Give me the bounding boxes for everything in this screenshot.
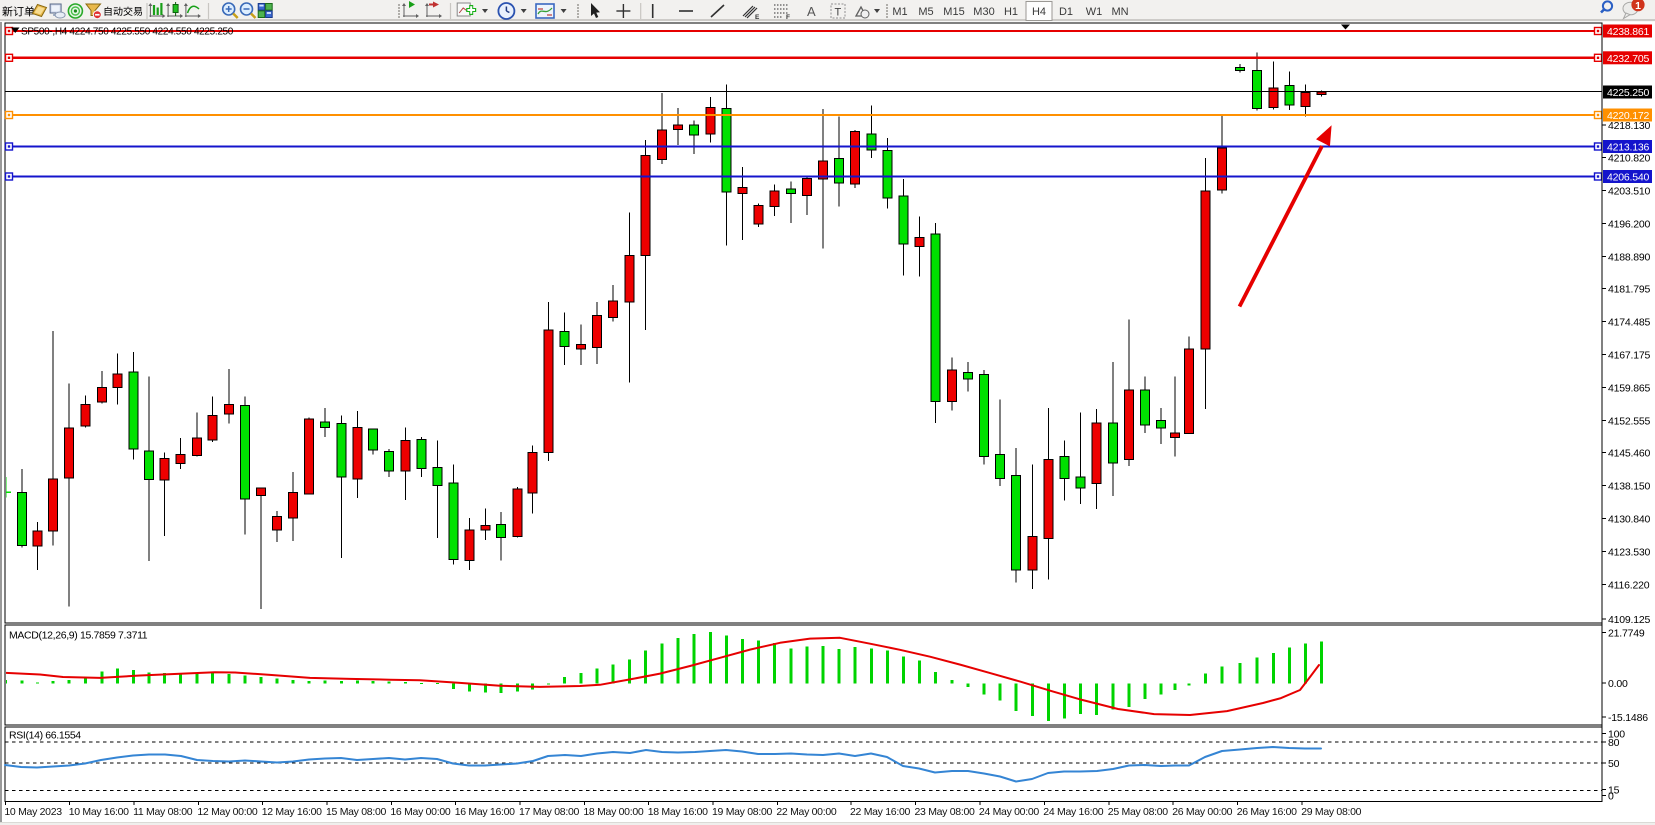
svg-text:26 May 16:00: 26 May 16:00: [1237, 806, 1297, 818]
svg-text:MACD(12,26,9) 15.7859 7.3711: MACD(12,26,9) 15.7859 7.3711: [9, 630, 148, 642]
svg-text:4188.890: 4188.890: [1608, 252, 1651, 264]
svg-text:18 May 00:00: 18 May 00:00: [583, 806, 643, 818]
svg-text:4206.540: 4206.540: [1607, 172, 1650, 184]
svg-text:4174.485: 4174.485: [1608, 317, 1651, 329]
svg-text:4181.795: 4181.795: [1608, 284, 1651, 296]
svg-text:16 May 00:00: 16 May 00:00: [390, 806, 450, 818]
svg-text:SP500-,H4 4224.750 4225.550 4: SP500-,H4 4224.750 4225.550 4224.550 422…: [21, 27, 234, 38]
svg-text:4116.220: 4116.220: [1608, 579, 1650, 591]
svg-text:17 May 08:00: 17 May 08:00: [519, 806, 579, 818]
svg-text:15: 15: [1608, 785, 1620, 797]
svg-text:4218.130: 4218.130: [1608, 120, 1651, 132]
svg-text:23 May 08:00: 23 May 08:00: [915, 806, 975, 818]
svg-text:4225.250: 4225.250: [1607, 87, 1650, 99]
svg-text:RSI(14) 66.1554: RSI(14) 66.1554: [9, 730, 81, 742]
svg-text:4238.861: 4238.861: [1607, 26, 1650, 38]
svg-text:4109.125: 4109.125: [1608, 614, 1651, 626]
svg-text:18 May 16:00: 18 May 16:00: [648, 806, 708, 818]
svg-text:24 May 16:00: 24 May 16:00: [1043, 806, 1103, 818]
svg-text:M1: M1: [892, 6, 907, 18]
svg-text:15 May 08:00: 15 May 08:00: [326, 806, 386, 818]
svg-text:100: 100: [1608, 729, 1625, 741]
svg-text:29 May 08:00: 29 May 08:00: [1301, 806, 1361, 818]
svg-text:4159.865: 4159.865: [1608, 383, 1651, 395]
svg-text:MN: MN: [1111, 6, 1128, 18]
svg-text:E: E: [755, 14, 760, 21]
svg-text:1: 1: [1635, 0, 1641, 12]
svg-text:M5: M5: [918, 6, 933, 18]
svg-text:4138.150: 4138.150: [1608, 481, 1651, 493]
svg-text:80: 80: [1608, 737, 1620, 749]
svg-text:21.7749: 21.7749: [1608, 627, 1645, 639]
svg-text:4220.172: 4220.172: [1607, 110, 1650, 122]
svg-text:T: T: [835, 7, 842, 19]
svg-text:4232.705: 4232.705: [1607, 53, 1650, 65]
svg-text:F: F: [786, 14, 790, 21]
svg-text:-15.1486: -15.1486: [1608, 712, 1648, 724]
svg-text:12 May 16:00: 12 May 16:00: [262, 806, 322, 818]
svg-text:M15: M15: [943, 6, 964, 18]
svg-text:4145.460: 4145.460: [1608, 448, 1651, 460]
svg-text:19 May 08:00: 19 May 08:00: [712, 806, 772, 818]
svg-text:M30: M30: [973, 6, 994, 18]
svg-text:26 May 00:00: 26 May 00:00: [1172, 806, 1232, 818]
svg-text:50: 50: [1608, 758, 1620, 770]
svg-text:H4: H4: [1032, 6, 1046, 18]
svg-text:22 May 00:00: 22 May 00:00: [776, 806, 836, 818]
svg-text:4196.200: 4196.200: [1608, 219, 1651, 231]
svg-text:4167.175: 4167.175: [1608, 350, 1651, 362]
svg-text:4123.530: 4123.530: [1608, 547, 1651, 559]
svg-text:A: A: [807, 4, 816, 19]
svg-text:25 May 08:00: 25 May 08:00: [1108, 806, 1168, 818]
svg-text:0.00: 0.00: [1608, 678, 1628, 690]
svg-text:10 May 2023: 10 May 2023: [4, 806, 62, 818]
svg-text:4203.510: 4203.510: [1608, 186, 1651, 198]
svg-text:11 May 08:00: 11 May 08:00: [133, 806, 193, 818]
svg-text:0: 0: [1608, 791, 1614, 803]
svg-text:4210.820: 4210.820: [1608, 153, 1651, 165]
svg-text:10 May 16:00: 10 May 16:00: [69, 806, 129, 818]
svg-text:22 May 16:00: 22 May 16:00: [850, 806, 910, 818]
svg-text:D1: D1: [1059, 6, 1073, 18]
svg-text:W1: W1: [1086, 6, 1103, 18]
svg-text:4152.555: 4152.555: [1608, 416, 1651, 428]
svg-text:H1: H1: [1004, 6, 1018, 18]
svg-text:4130.840: 4130.840: [1608, 514, 1651, 526]
svg-text:12 May 00:00: 12 May 00:00: [197, 806, 257, 818]
svg-text:16 May 16:00: 16 May 16:00: [455, 806, 515, 818]
svg-text:4213.136: 4213.136: [1607, 142, 1650, 154]
svg-text:24 May 00:00: 24 May 00:00: [979, 806, 1039, 818]
